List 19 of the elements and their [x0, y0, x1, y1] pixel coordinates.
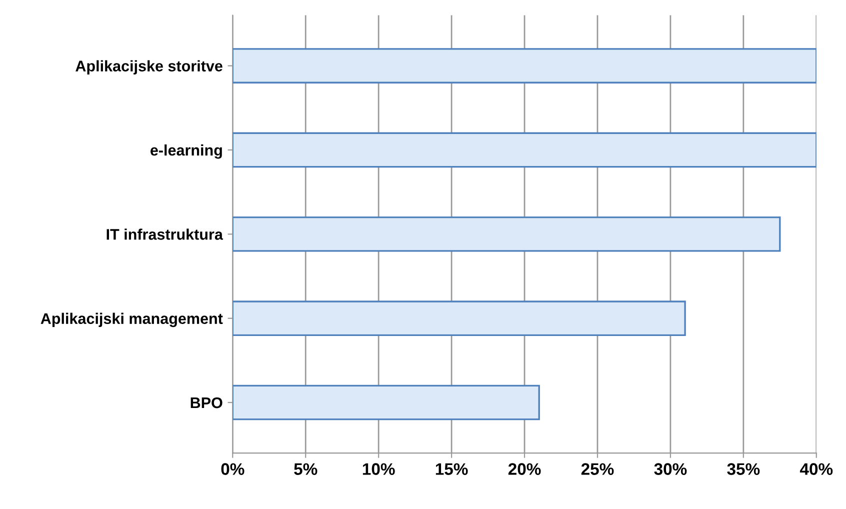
bar [232, 384, 540, 420]
x-tick-label: 10% [362, 463, 395, 475]
bar [232, 300, 686, 336]
x-tick-label: 35% [727, 463, 760, 475]
bar [232, 216, 781, 252]
x-tick-label: 40% [800, 463, 833, 475]
x-tick-label: 5% [294, 463, 318, 475]
y-tick-label: BPO [190, 397, 222, 408]
x-tick-label: 25% [581, 463, 614, 475]
x-tick-label: 15% [436, 463, 468, 475]
x-tick-label: 20% [508, 463, 541, 475]
y-tick-label: Aplikacijski management [40, 312, 223, 328]
y-tick-label: IT infrastruktura [106, 228, 224, 240]
y-tick-label: e-learning [150, 144, 222, 159]
x-tick-label: 30% [654, 463, 687, 475]
x-tick-label: 0% [221, 463, 244, 475]
bar [232, 132, 816, 168]
y-tick-label: Aplikacijske storitve [76, 60, 222, 74]
bar [232, 48, 816, 84]
